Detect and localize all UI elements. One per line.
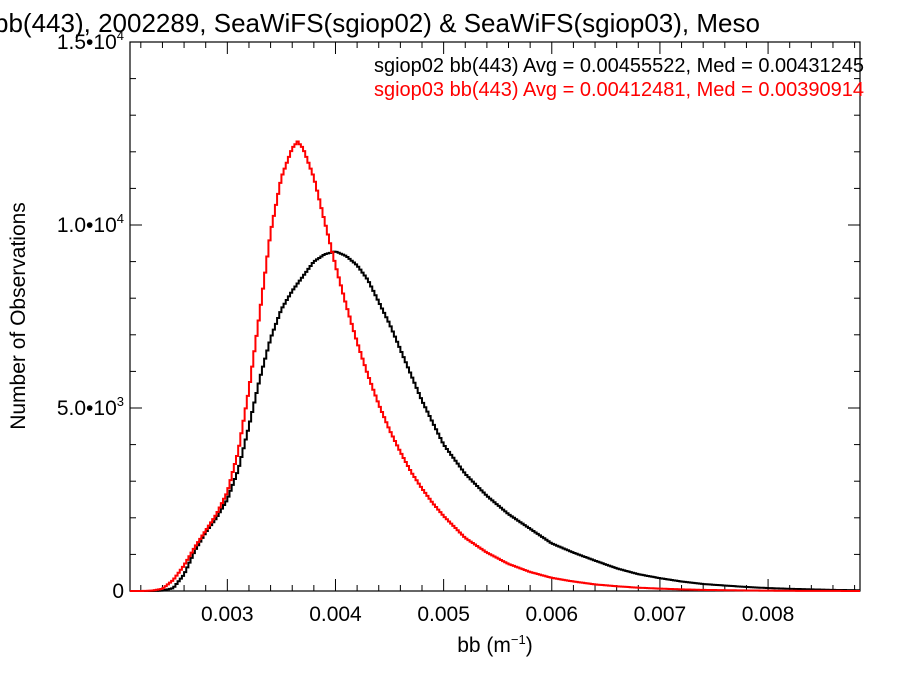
legend-entry-1: sgiop02 bb(443) Avg = 0.00455522, Med = …	[374, 55, 864, 77]
x-tick-label: 0.004	[309, 603, 362, 626]
y-tick-label: 0	[112, 580, 124, 603]
x-tick-label: 0.006	[525, 603, 578, 626]
plot-frame	[129, 41, 861, 592]
x-tick-label: 0.007	[634, 603, 687, 626]
y-tick-label: 1.0•104	[57, 211, 124, 237]
legend: sgiop02 bb(443) Avg = 0.00455522, Med = …	[374, 55, 864, 101]
x-tick-label: 0.005	[417, 603, 470, 626]
y-tick-label: 5.0•103	[57, 394, 124, 420]
y-axis-ticks: 0 5.0•103 1.0•104 1.5•104	[57, 28, 860, 603]
x-axis-label: bb (m−1)	[457, 632, 533, 657]
series-line-2	[130, 140, 860, 592]
x-tick-label: 0.003	[201, 603, 254, 626]
series-line-1	[130, 250, 860, 592]
y-axis-label: Number of Observations	[7, 202, 30, 430]
data-series	[130, 140, 860, 592]
legend-entry-2: sgiop03 bb(443) Avg = 0.00412481, Med = …	[374, 79, 864, 101]
x-tick-label: 0.008	[742, 603, 795, 626]
y-tick-label: 1.5•104	[57, 28, 124, 54]
x-axis-ticks: 0.003 0.004 0.005 0.006 0.007 0.008	[140, 42, 856, 626]
chart-title: bb(443), 2002289, SeaWiFS(sgiop02) & Sea…	[0, 8, 760, 38]
